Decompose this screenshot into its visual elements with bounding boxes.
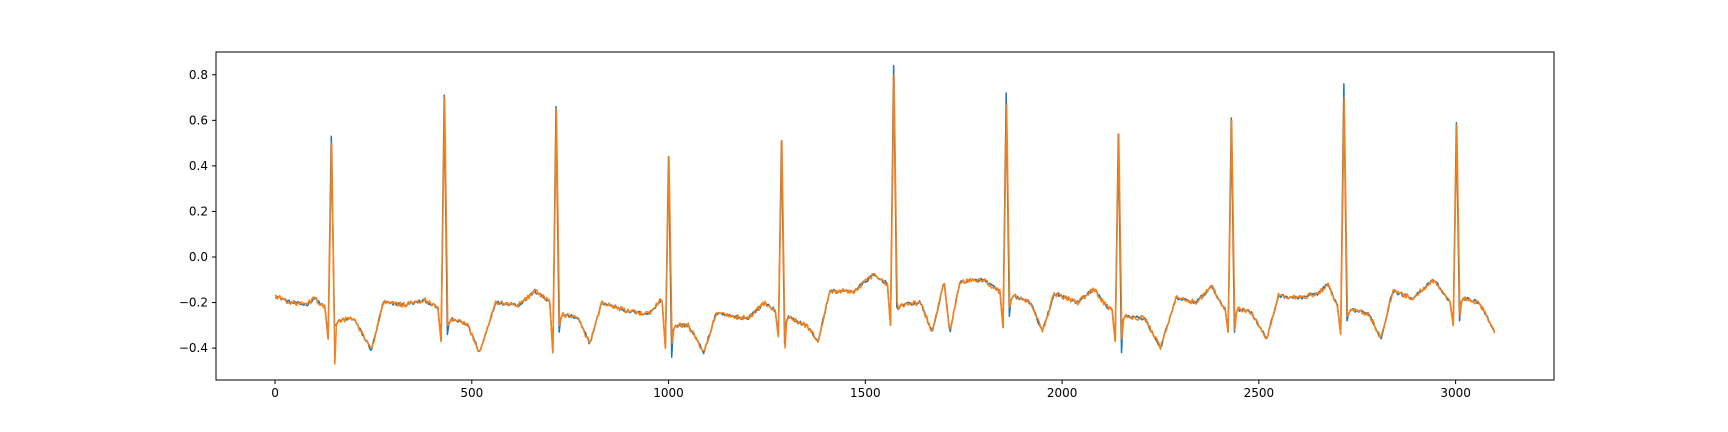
y-tick-label: 0.6 (189, 113, 208, 127)
plot-frame (215, 51, 1555, 381)
series-line-2 (274, 74, 1496, 365)
x-tick-label: 500 (460, 386, 483, 400)
x-tick-label: 0 (271, 386, 279, 400)
y-tick-label: 0.2 (189, 204, 208, 218)
x-tick-label: 1500 (850, 386, 881, 400)
series-layer (274, 64, 1496, 365)
plot-area (216, 52, 1554, 380)
x-tick-label: 3000 (1440, 386, 1471, 400)
x-tick-label: 2000 (1047, 386, 1078, 400)
y-tick-label: −0.4 (179, 341, 208, 355)
y-tick-label: 0.8 (189, 68, 208, 82)
y-tick-label: 0.4 (189, 159, 208, 173)
x-tick-label: 1000 (653, 386, 684, 400)
y-tick-label: −0.2 (179, 296, 208, 310)
ticks-layer: 0 500 1000 1500 2000 2500 3000 −0.4 −0.2 0.0 0.2 0.… (179, 68, 1471, 400)
y-tick-label: 0.0 (189, 250, 208, 264)
x-tick-label: 2500 (1244, 386, 1275, 400)
